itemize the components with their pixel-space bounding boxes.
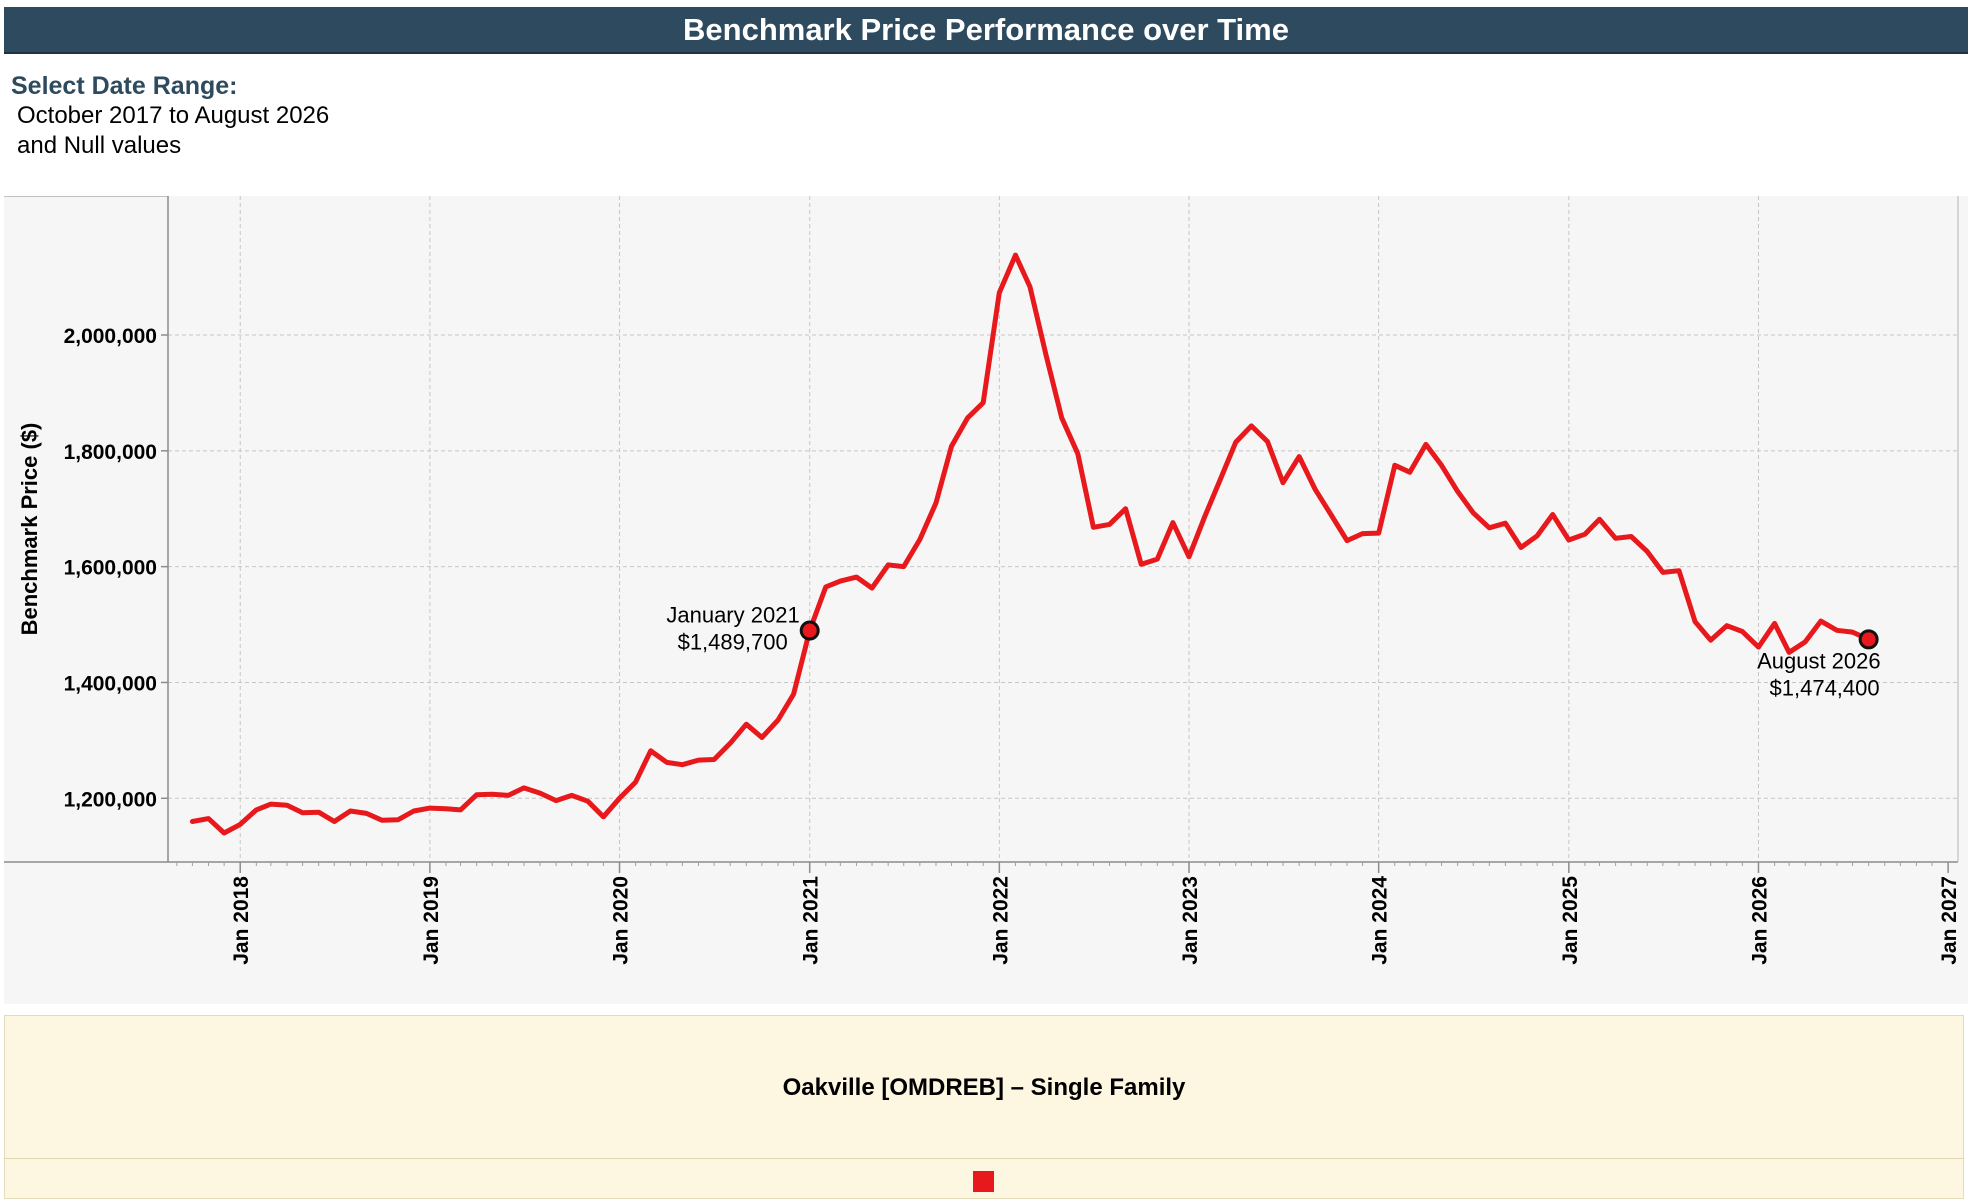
annotation-date: August 2026: [1757, 648, 1881, 673]
y-axis-ticks: 1,200,000 1,400,000 1,600,000 1,800,000 2,00…: [64, 325, 168, 811]
x-tick-label: Jan 2025: [1559, 876, 1582, 965]
y-tick-label: 2,000,000: [64, 325, 157, 348]
date-range-label: Select Date Range:: [11, 72, 238, 100]
chart-title-bar: Benchmark Price Performance over Time: [4, 7, 1968, 54]
y-tick-label: 1,800,000: [64, 441, 157, 464]
x-minor-ticks: [176, 862, 1933, 866]
x-axis-ticks: Jan 2018 Jan 2019 Jan 2020 Jan 2021 Jan 2022…: [230, 862, 1961, 965]
null-values-note: and Null values: [17, 132, 182, 159]
annotation-marker[interactable]: [1858, 629, 1879, 650]
legend-panel: Oakville [OMDREB] – Single Family: [4, 1015, 1964, 1199]
y-tick-label: 1,600,000: [64, 557, 157, 580]
series-line[interactable]: [189, 252, 1872, 836]
y-tick-label: 1,200,000: [64, 788, 157, 811]
legend-divider: [5, 1158, 1963, 1159]
x-tick-label: Jan 2019: [420, 876, 443, 965]
annotation-value: $1,474,400: [1770, 675, 1880, 700]
legend-series-name: Oakville [OMDREB] – Single Family: [782, 1074, 1186, 1101]
annotation-date: January 2021: [666, 603, 799, 628]
line-chart: 1,200,000 1,400,000 1,600,000 1,800,000 2,00…: [4, 196, 1968, 1004]
x-tick-label: Jan 2022: [989, 876, 1012, 965]
x-tick-label: Jan 2021: [800, 876, 823, 965]
page-title: Benchmark Price Performance over Time: [683, 12, 1289, 47]
plot-area: [168, 196, 1958, 862]
date-range-value[interactable]: October 2017 to August 2026: [17, 102, 330, 129]
y-tick-label: 1,400,000: [64, 672, 157, 695]
annotations: January 2021$1,489,700 August 2026$1,474,…: [666, 603, 1880, 701]
x-tick-label: Jan 2018: [230, 876, 253, 965]
annotation-marker[interactable]: [799, 620, 820, 641]
x-tick-label: Jan 2020: [610, 876, 633, 965]
chart-panel: 1,200,000 1,400,000 1,600,000 1,800,000 2,00…: [4, 196, 1968, 1004]
annotation-value: $1,489,700: [678, 630, 788, 655]
y-axis-title: Benchmark Price ($): [17, 423, 42, 636]
x-tick-label: Jan 2026: [1748, 876, 1771, 965]
x-tick-label: Jan 2024: [1369, 876, 1392, 965]
legend-swatch[interactable]: [973, 1171, 994, 1192]
x-tick-label: Jan 2023: [1179, 876, 1202, 965]
x-tick-label: Jan 2027: [1938, 876, 1961, 965]
